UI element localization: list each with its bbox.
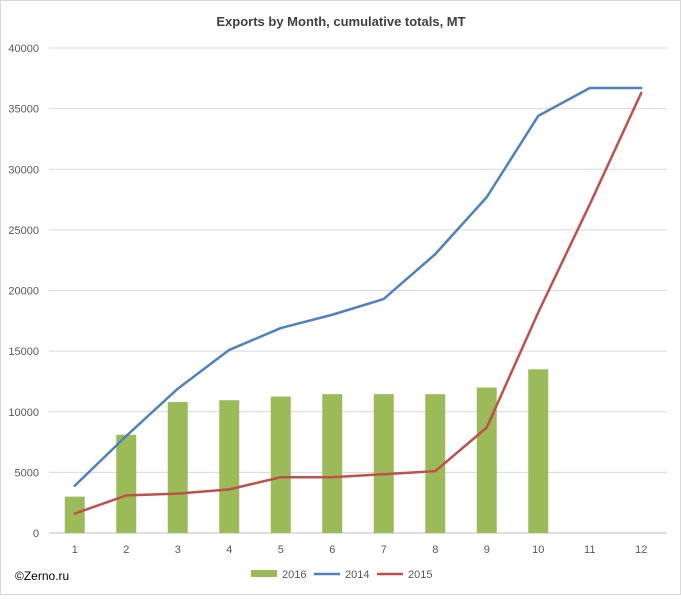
x-tick-label: 12 xyxy=(635,544,647,556)
y-tick-label: 35000 xyxy=(8,104,39,116)
x-axis-ticks: 1 2 3 4 5 6 7 8 9 10 11 12 xyxy=(72,544,648,556)
y-tick-label: 15000 xyxy=(8,346,39,358)
legend-item-2014: 2014 xyxy=(314,569,369,581)
legend-label: 2016 xyxy=(282,569,306,581)
bar-2016-5 xyxy=(270,396,291,533)
y-tick-label: 40000 xyxy=(8,43,39,55)
y-tick-label: 10000 xyxy=(8,407,39,419)
y-tick-label: 20000 xyxy=(8,286,39,298)
bar-2016-3 xyxy=(167,402,188,533)
x-tick-label: 1 xyxy=(72,544,78,556)
x-tick-label: 2 xyxy=(123,544,129,556)
x-tick-label: 11 xyxy=(584,544,595,556)
legend-item-2016: 2016 xyxy=(251,569,306,581)
bar-2016-6 xyxy=(322,394,343,533)
bar-2016-4 xyxy=(219,400,240,533)
y-tick-label: 30000 xyxy=(8,164,39,176)
x-tick-label: 4 xyxy=(226,544,232,556)
line-series xyxy=(73,86,643,515)
line-2014 xyxy=(73,86,643,487)
x-tick-label: 9 xyxy=(484,544,490,556)
y-tick-label: 25000 xyxy=(8,225,39,237)
y-axis-ticks: 0 5000 10000 15000 20000 25000 30000 35000 40000 xyxy=(8,43,39,540)
x-tick-label: 5 xyxy=(278,544,284,556)
x-tick-label: 8 xyxy=(432,544,438,556)
legend: 2016 2014 2015 xyxy=(251,569,432,581)
chart-title: Exports by Month, cumulative totals, MT xyxy=(216,14,465,29)
legend-label: 2015 xyxy=(408,569,432,581)
legend-swatch xyxy=(251,570,277,577)
credit-text: ©Zerno.ru xyxy=(15,569,70,583)
bar-2016-7 xyxy=(373,394,394,533)
bar-2016-2 xyxy=(116,434,137,533)
x-tick-label: 10 xyxy=(532,544,544,556)
legend-label: 2014 xyxy=(345,569,369,581)
x-tick-label: 7 xyxy=(381,544,387,556)
y-tick-label: 0 xyxy=(33,528,39,540)
x-tick-label: 3 xyxy=(175,544,181,556)
bar-2016-9 xyxy=(476,387,497,533)
bar-series xyxy=(64,369,549,533)
gridlines xyxy=(49,47,667,534)
legend-item-2015: 2015 xyxy=(377,569,432,581)
bar-2016-10 xyxy=(528,369,549,533)
bar-2016-8 xyxy=(425,394,446,533)
y-tick-label: 5000 xyxy=(15,467,39,479)
line-2015 xyxy=(73,91,643,515)
x-tick-label: 6 xyxy=(329,544,335,556)
